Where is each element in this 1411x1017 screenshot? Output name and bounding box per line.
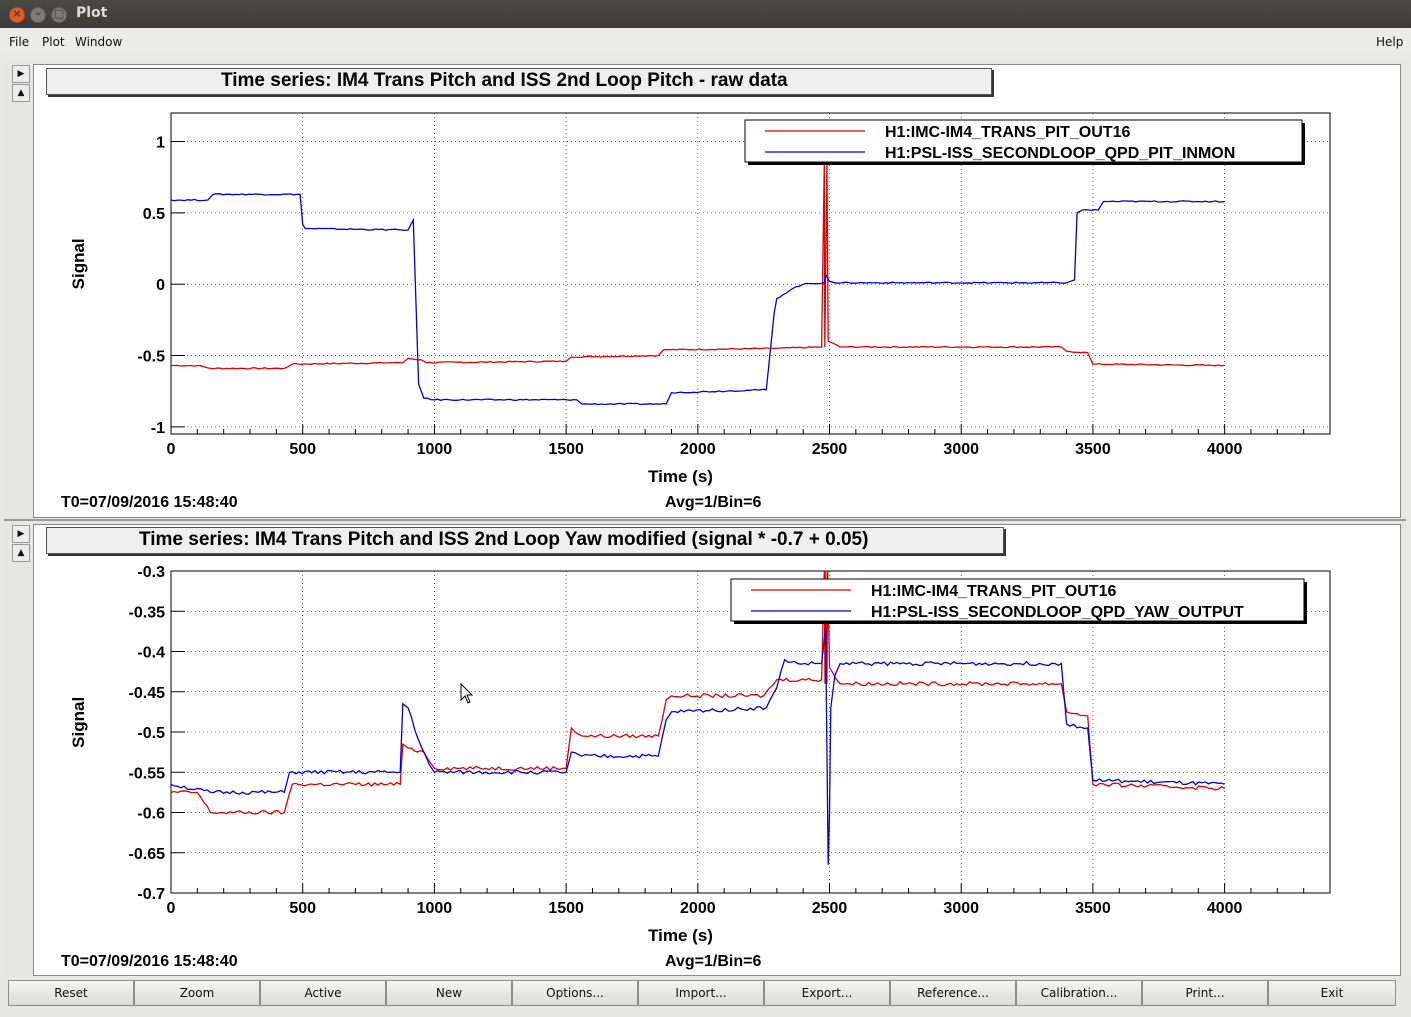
legend-entry: H1:IMC-IM4_TRANS_PIT_OUT16: [885, 124, 1130, 141]
x-tick-label: 1000: [417, 900, 453, 917]
arrow-up-icon: ▲: [17, 88, 25, 98]
import-button[interactable]: Import...: [638, 980, 764, 1006]
legend-entry: H1:PSL-ISS_SECONDLOOP_QPD_PIT_INMON: [885, 145, 1235, 162]
x-tick-label: 2500: [812, 900, 848, 917]
y-tick-label: 0.5: [143, 206, 165, 223]
plot-pad-top[interactable]: 0 500 1000 1500 2000 2500 3000 3500 4000 -1 -0.5 0 0…: [33, 64, 1401, 518]
menu-file[interactable]: File: [9, 35, 30, 49]
plot-frame: [170, 570, 1331, 894]
menu-plot[interactable]: Plot: [42, 35, 65, 49]
y-tick-label: -0.35: [129, 604, 166, 621]
legend-entry: H1:PSL-ISS_SECONDLOOP_QPD_YAW_OUTPUT: [871, 604, 1244, 621]
exit-button[interactable]: Exit: [1268, 980, 1396, 1006]
x-tick-label: 3500: [1075, 441, 1111, 458]
series-line-blue: [170, 627, 1225, 865]
expand-up-button[interactable]: ▲: [12, 84, 30, 102]
options-button[interactable]: Options...: [512, 980, 638, 1006]
expand-right-button[interactable]: ▶: [12, 65, 30, 83]
x-tick-label: 1000: [417, 441, 453, 458]
mouse-cursor-icon: [460, 683, 474, 704]
arrow-right-icon: ▶: [17, 529, 25, 539]
legend: H1:IMC-IM4_TRANS_PIT_OUT16 H1:PSL-ISS_SEC…: [730, 578, 1307, 624]
y-tick-label: -0.5: [137, 349, 165, 366]
x-tick-label: 0: [167, 441, 176, 458]
y-axis-label: Signal: [69, 697, 88, 748]
legend-box: [744, 119, 1303, 163]
export-button[interactable]: Export...: [764, 980, 890, 1006]
minimize-icon: –: [35, 7, 41, 20]
x-tick-label: 4000: [1207, 441, 1243, 458]
y-tick-label: -1: [151, 420, 165, 437]
new-button[interactable]: New: [386, 980, 512, 1006]
t0-label-bottom: T0=07/09/2016 15:48:40: [61, 953, 238, 970]
menu-bar: File Plot Window Help: [0, 28, 1411, 54]
window-title: Plot: [76, 5, 108, 21]
series-line-red: [171, 162, 1225, 370]
print-button[interactable]: Print...: [1142, 980, 1268, 1006]
y-tick-label: -0.5: [137, 725, 165, 742]
reference-button[interactable]: Reference...: [890, 980, 1016, 1006]
series-line-red: [170, 570, 1225, 815]
y-tick-label: 0: [156, 277, 165, 294]
chart-title-top: Time series: IM4 Trans Pitch and ISS 2nd…: [46, 68, 992, 95]
x-tick-label: 2500: [812, 441, 848, 458]
plot-pad-bottom[interactable]: 0 500 1000 1500 2000 2500 3000 3500 4000 -0.7 -0.6…: [33, 524, 1401, 976]
maximize-window-button[interactable]: □: [51, 7, 67, 23]
expand-up-button[interactable]: ▲: [12, 544, 30, 562]
x-axis-label: Time (s): [648, 467, 713, 486]
avg-label-bottom: Avg=1/Bin=6: [665, 953, 762, 970]
menu-help[interactable]: Help: [1376, 35, 1404, 49]
arrow-right-icon: ▶: [17, 69, 25, 79]
legend-entry: H1:IMC-IM4_TRANS_PIT_OUT16: [871, 583, 1116, 600]
y-tick-label: -0.7: [137, 886, 165, 903]
window-titlebar: × – □ Plot: [0, 0, 1411, 28]
x-tick-label: 1500: [548, 441, 584, 458]
legend: H1:IMC-IM4_TRANS_PIT_OUT16 H1:PSL-ISS_SEC…: [744, 119, 1305, 165]
y-axis-label: Signal: [69, 238, 88, 289]
calibration-button[interactable]: Calibration...: [1016, 980, 1142, 1006]
y-tick-label: -0.55: [129, 765, 166, 782]
plot-area: 0 500 1000 1500 2000 2500 3000 3500 4000 -1 -0.5 0 0…: [69, 112, 1331, 486]
plot-area: 0 500 1000 1500 2000 2500 3000 3500 4000 -0.7 -0.6…: [69, 564, 1331, 945]
close-window-button[interactable]: ×: [9, 7, 25, 23]
y-tick-label: 1: [156, 135, 165, 152]
minimize-window-button[interactable]: –: [30, 7, 46, 23]
x-tick-label: 0: [167, 900, 176, 917]
zoom-button[interactable]: Zoom: [134, 980, 260, 1006]
y-tick-label: -0.45: [129, 685, 166, 702]
t0-label-top: T0=07/09/2016 15:48:40: [61, 494, 238, 511]
arrow-up-icon: ▲: [17, 548, 25, 558]
x-tick-label: 3000: [943, 441, 979, 458]
bottom-button-bar: Reset Zoom Active New Options... Import.…: [0, 978, 1411, 1017]
pane-divider[interactable]: [4, 519, 1406, 521]
y-tick-label: -0.3: [137, 564, 165, 581]
x-tick-label: 2000: [680, 441, 716, 458]
expand-right-button[interactable]: ▶: [12, 525, 30, 543]
x-tick-label: 3500: [1075, 900, 1111, 917]
x-tick-label: 500: [289, 441, 316, 458]
x-tick-label: 2000: [680, 900, 716, 917]
legend-box: [730, 578, 1305, 622]
series-line-blue: [170, 193, 1225, 406]
x-tick-label: 3000: [943, 900, 979, 917]
maximize-icon: □: [53, 7, 65, 20]
x-tick-label: 4000: [1207, 900, 1243, 917]
chart-title-bottom: Time series: IM4 Trans Pitch and ISS 2nd…: [46, 527, 1004, 554]
x-tick-label: 500: [289, 900, 316, 917]
plot-frame: [170, 112, 1331, 435]
x-axis-label: Time (s): [648, 926, 713, 945]
y-tick-label: -0.65: [129, 846, 166, 863]
close-icon: ×: [12, 7, 22, 20]
reset-button[interactable]: Reset: [8, 980, 134, 1006]
menu-window[interactable]: Window: [75, 35, 123, 49]
avg-label-top: Avg=1/Bin=6: [665, 494, 762, 511]
x-tick-label: 1500: [548, 900, 584, 917]
chart-bottom[interactable]: 0 500 1000 1500 2000 2500 3000 3500 4000 -0.7 -0.6…: [34, 525, 1400, 975]
chart-top[interactable]: 0 500 1000 1500 2000 2500 3000 3500 4000 -1 -0.5 0 0…: [34, 65, 1400, 517]
y-tick-label: -0.6: [137, 806, 165, 823]
y-tick-label: -0.4: [137, 645, 165, 662]
active-button[interactable]: Active: [260, 980, 386, 1006]
